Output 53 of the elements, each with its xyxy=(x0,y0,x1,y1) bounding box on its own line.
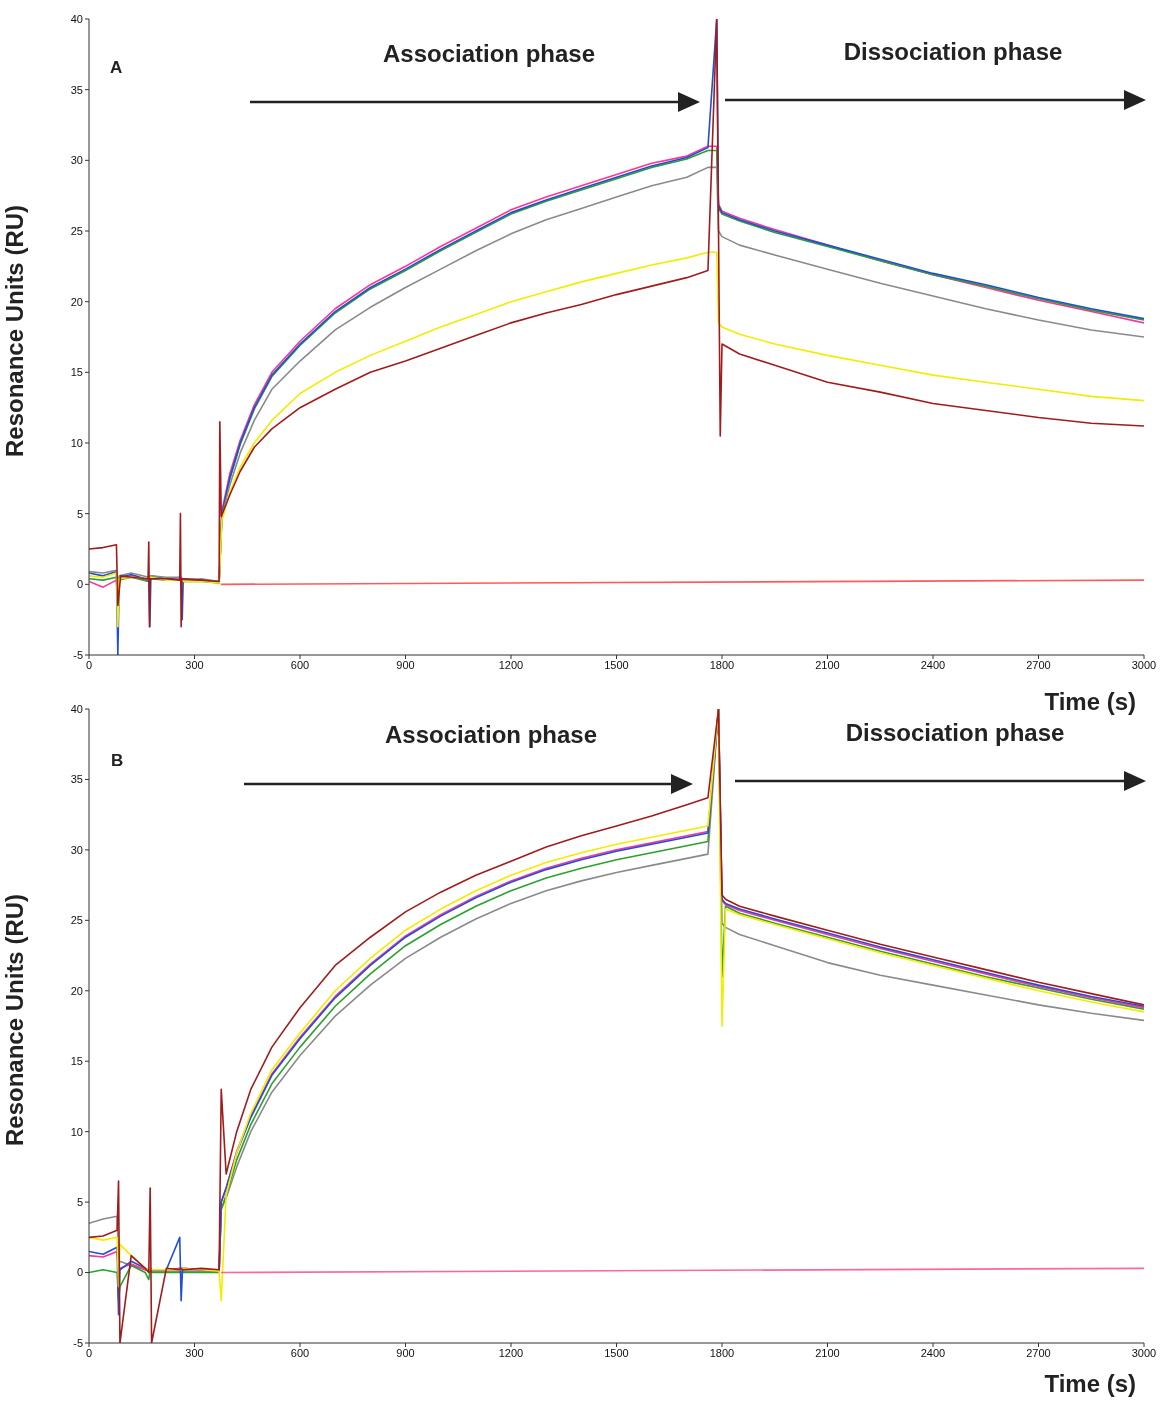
x-tick-label: 1200 xyxy=(498,658,524,671)
annotation: Association phase xyxy=(381,40,597,68)
x-axis-title: Time (s) xyxy=(1044,1370,1136,1398)
x-tick-label: 1200 xyxy=(498,1346,524,1359)
y-tick-label: 25 xyxy=(70,224,83,237)
x-tick-label: 900 xyxy=(396,658,415,671)
annotation: A xyxy=(110,58,123,78)
x-tick-label: 2700 xyxy=(1026,1346,1051,1359)
x-tick-label: 2400 xyxy=(920,1346,946,1359)
x-tick-label: 600 xyxy=(290,658,310,671)
x-tick-label: 2100 xyxy=(815,1346,840,1359)
y-tick-label: 15 xyxy=(70,366,83,379)
annotation: Dissociation phase xyxy=(842,38,1064,66)
x-tick-label: 2400 xyxy=(920,658,946,671)
y-tick-label: 10 xyxy=(70,1125,83,1138)
x-tick-label: 1800 xyxy=(709,658,735,671)
y-tick-label: 40 xyxy=(70,12,83,25)
y-tick-label: 5 xyxy=(76,1196,83,1209)
y-tick-label: 30 xyxy=(70,154,83,167)
x-tick-label: 2700 xyxy=(1026,658,1051,671)
x-tick-label: 1800 xyxy=(709,1346,735,1359)
x-tick-label: 900 xyxy=(396,1346,415,1359)
x-tick-label: 0 xyxy=(85,658,93,671)
y-tick-label: 10 xyxy=(70,436,83,449)
line-series xyxy=(89,251,1144,628)
y-tick-label: 0 xyxy=(76,1266,83,1279)
y-axis-title: Resonance Units (RU) xyxy=(0,893,28,1146)
y-tick-label: 35 xyxy=(70,773,83,786)
y-tick-label: 30 xyxy=(70,843,83,856)
x-tick-label: 1500 xyxy=(604,1346,629,1359)
y-tick-label: 20 xyxy=(70,984,83,997)
x-tick-label: 600 xyxy=(290,1346,310,1359)
y-tick-label: 25 xyxy=(70,914,83,927)
x-tick-label: 300 xyxy=(185,658,204,671)
x-tick-label: 0 xyxy=(85,1346,93,1359)
y-tick-label: 40 xyxy=(70,702,83,715)
x-tick-label: 3000 xyxy=(1131,658,1157,671)
y-tick-label: 20 xyxy=(70,295,83,308)
x-tick-label: 2100 xyxy=(815,658,840,671)
y-tick-label: -5 xyxy=(73,1336,83,1349)
y-tick-label: 35 xyxy=(70,83,83,96)
y-tick-label: 0 xyxy=(76,578,83,591)
annotation: B xyxy=(111,751,124,771)
y-tick-label: -5 xyxy=(73,648,83,661)
y-tick-label: 5 xyxy=(76,507,83,520)
x-tick-label: 300 xyxy=(185,1346,204,1359)
annotation: Association phase xyxy=(383,721,599,749)
x-axis-title: Time (s) xyxy=(1044,688,1136,716)
annotation: Dissociation phase xyxy=(844,719,1066,747)
y-axis-title: Resonance Units (RU) xyxy=(0,204,28,457)
y-tick-label: 15 xyxy=(70,1055,83,1068)
x-tick-label: 3000 xyxy=(1131,1346,1157,1359)
x-tick-label: 1500 xyxy=(604,658,629,671)
